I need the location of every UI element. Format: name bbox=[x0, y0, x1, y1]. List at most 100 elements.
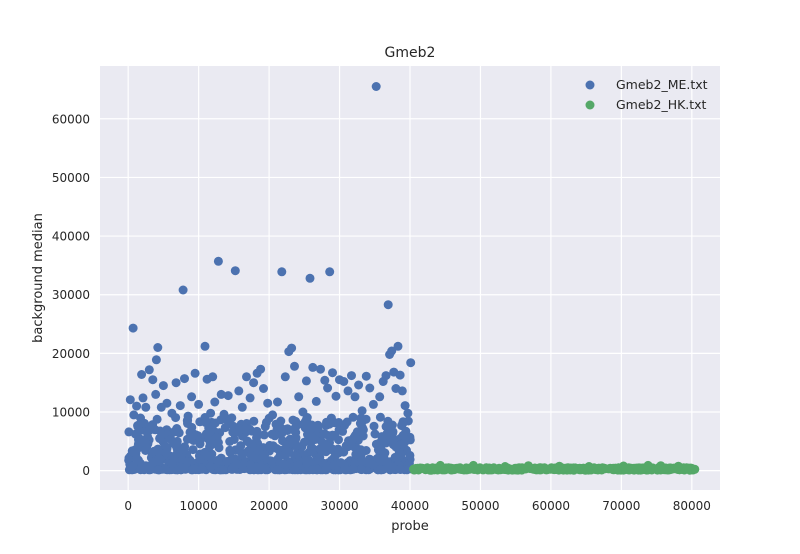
data-point-me bbox=[136, 465, 146, 475]
data-point-me bbox=[375, 392, 385, 402]
data-point-me bbox=[387, 346, 397, 356]
legend-label-me: Gmeb2_ME.txt bbox=[616, 77, 708, 92]
data-point-me bbox=[243, 436, 253, 446]
data-point-me bbox=[155, 426, 165, 436]
data-point-me bbox=[144, 365, 154, 375]
data-point-me bbox=[361, 371, 371, 381]
data-point-me bbox=[268, 410, 278, 420]
data-point-me bbox=[301, 376, 311, 386]
legend-label-hk: Gmeb2_HK.txt bbox=[616, 97, 707, 112]
data-point-me bbox=[180, 374, 189, 384]
data-point-me bbox=[375, 412, 385, 422]
data-point-me bbox=[194, 399, 204, 409]
data-point-me bbox=[356, 445, 366, 455]
data-point-me bbox=[256, 364, 266, 374]
x-tick-label: 60000 bbox=[532, 499, 570, 513]
data-point-me bbox=[195, 454, 205, 464]
data-point-me bbox=[187, 392, 197, 402]
data-point-me bbox=[290, 361, 299, 371]
data-point-me bbox=[218, 465, 228, 475]
y-tick-label: 0 bbox=[82, 464, 90, 478]
data-point-me bbox=[249, 378, 259, 388]
data-point-me bbox=[172, 448, 182, 458]
data-point-me bbox=[219, 409, 229, 419]
data-point-me bbox=[210, 397, 220, 407]
data-point-me bbox=[308, 465, 318, 475]
data-point-me bbox=[266, 441, 275, 451]
data-point-me bbox=[167, 459, 177, 469]
chart-title: Gmeb2 bbox=[385, 45, 436, 61]
data-point-me bbox=[237, 402, 247, 412]
data-point-me bbox=[249, 416, 259, 426]
data-point-me bbox=[383, 300, 393, 310]
data-point-me bbox=[230, 266, 240, 276]
data-point-me bbox=[260, 422, 270, 432]
data-point-me bbox=[151, 389, 161, 399]
data-point-me bbox=[350, 392, 360, 402]
data-point-me bbox=[153, 343, 163, 352]
data-point-hk bbox=[468, 460, 478, 470]
data-point-me bbox=[302, 456, 311, 466]
data-point-me bbox=[213, 256, 223, 266]
x-tick-label: 0 bbox=[124, 499, 132, 513]
data-point-hk bbox=[636, 463, 646, 473]
data-point-me bbox=[320, 465, 330, 475]
data-point-me bbox=[330, 451, 340, 461]
data-point-me bbox=[213, 456, 223, 466]
data-point-me bbox=[187, 432, 197, 441]
data-point-me bbox=[331, 391, 341, 401]
data-point-me bbox=[167, 408, 177, 418]
data-point-hk bbox=[683, 464, 693, 474]
legend-marker-hk bbox=[585, 100, 595, 110]
legend-marker-me bbox=[585, 80, 595, 90]
data-point-hk bbox=[656, 461, 666, 471]
data-point-me bbox=[234, 386, 244, 396]
data-point-me bbox=[160, 464, 170, 474]
data-point-me bbox=[267, 429, 277, 439]
data-point-me bbox=[290, 465, 300, 475]
data-point-me bbox=[368, 399, 378, 409]
x-tick-label: 30000 bbox=[320, 499, 358, 513]
data-point-me bbox=[197, 464, 207, 474]
data-point-me bbox=[140, 437, 150, 447]
data-point-hk bbox=[534, 465, 544, 475]
data-point-hk bbox=[417, 463, 427, 473]
data-point-me bbox=[266, 456, 276, 466]
data-point-hk bbox=[569, 464, 579, 474]
data-point-me bbox=[154, 454, 164, 464]
data-point-me bbox=[205, 427, 215, 437]
data-point-me bbox=[200, 341, 210, 351]
data-point-me bbox=[234, 444, 244, 454]
data-point-me bbox=[320, 375, 330, 385]
data-point-me bbox=[403, 408, 413, 418]
data-point-me bbox=[277, 267, 287, 277]
y-tick-label: 50000 bbox=[52, 171, 90, 185]
data-point-me bbox=[125, 395, 135, 405]
data-point-me bbox=[162, 398, 172, 408]
data-point-me bbox=[277, 424, 287, 434]
data-point-me bbox=[395, 370, 405, 380]
data-point-me bbox=[405, 450, 415, 460]
data-point-me bbox=[234, 427, 243, 437]
data-point-hk bbox=[500, 462, 510, 471]
data-point-me bbox=[334, 418, 344, 427]
data-point-me bbox=[138, 393, 148, 403]
data-point-me bbox=[137, 370, 147, 379]
data-point-me bbox=[328, 368, 337, 378]
data-point-me bbox=[280, 372, 290, 382]
data-point-hk bbox=[619, 461, 628, 471]
x-tick-label: 80000 bbox=[673, 499, 711, 513]
data-point-me bbox=[206, 408, 216, 418]
data-point-me bbox=[330, 431, 340, 440]
data-point-me bbox=[382, 429, 392, 439]
data-point-me bbox=[276, 416, 286, 426]
data-point-me bbox=[242, 372, 251, 382]
data-point-me bbox=[227, 413, 237, 423]
data-point-me bbox=[245, 393, 255, 403]
data-point-me bbox=[400, 401, 410, 411]
data-point-me bbox=[356, 464, 366, 474]
y-tick-label: 10000 bbox=[52, 406, 90, 420]
data-point-me bbox=[347, 371, 356, 381]
y-tick-label: 60000 bbox=[52, 112, 90, 126]
